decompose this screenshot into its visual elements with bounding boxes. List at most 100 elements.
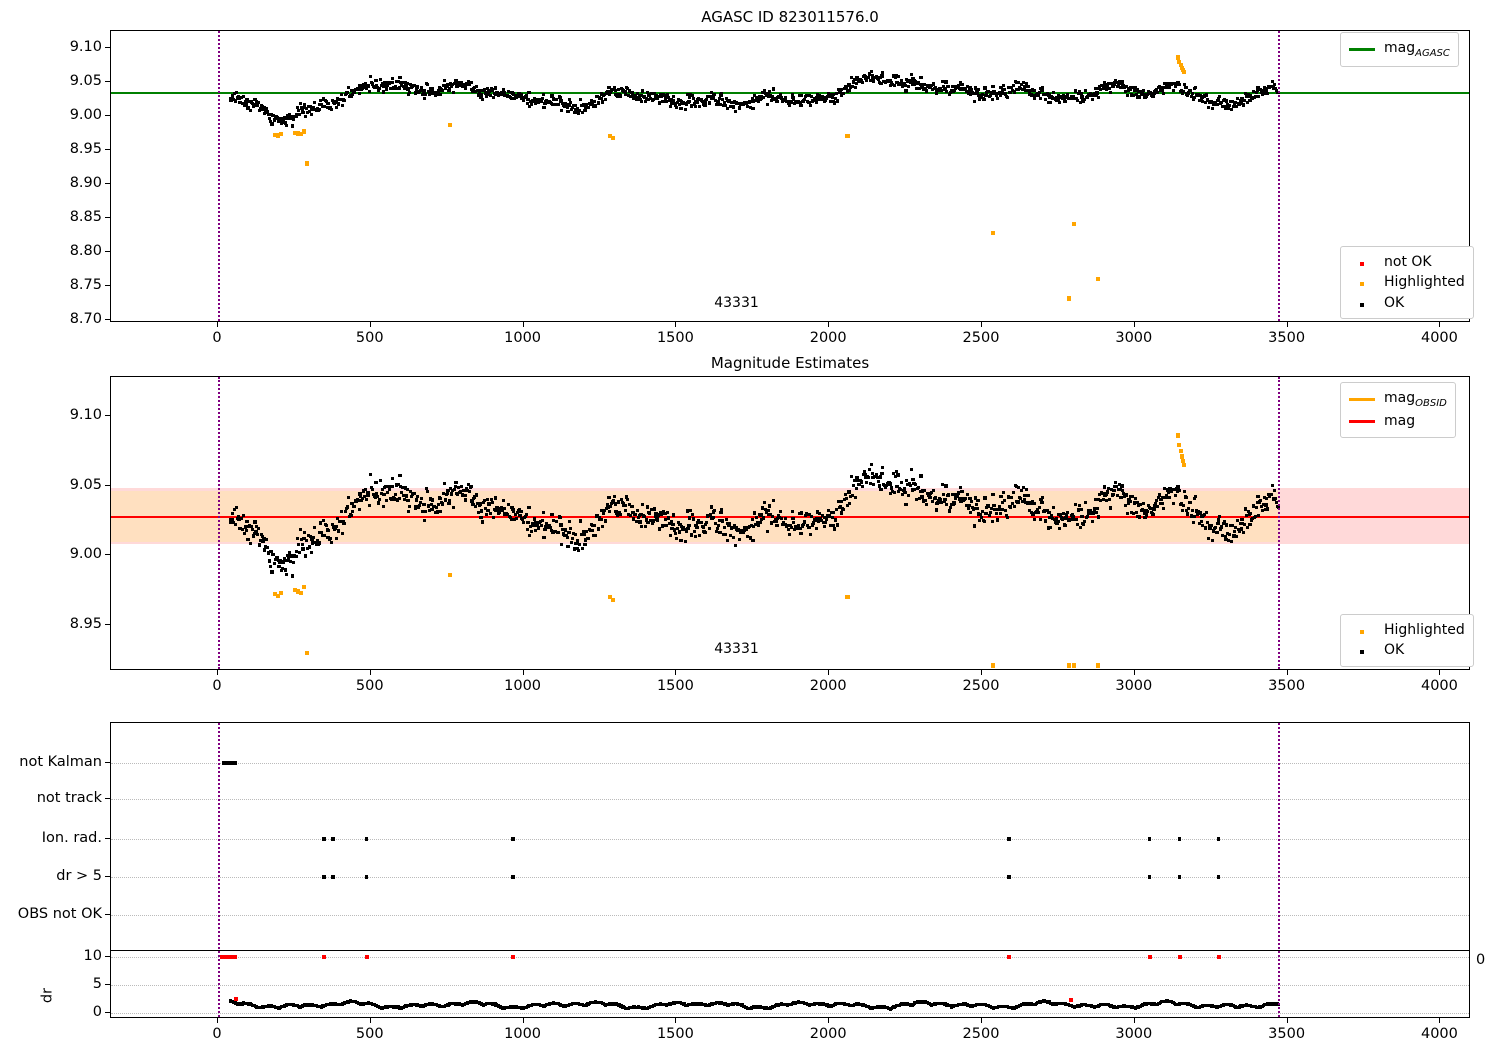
data-point-ok: [268, 565, 272, 569]
data-point-ok: [813, 97, 817, 101]
data-point-ok: [1111, 84, 1115, 88]
data-point-ok: [720, 508, 724, 512]
data-point-ok: [850, 75, 854, 79]
data-point-ok: [708, 94, 712, 98]
data-point-ok: [609, 504, 613, 508]
data-point-ok: [1175, 489, 1179, 493]
data-point-ok: [852, 478, 856, 483]
data-point-ok: [1022, 498, 1026, 502]
data-point-ok: [580, 111, 584, 115]
data-point-ok: [949, 89, 953, 93]
data-point-ok: [417, 504, 422, 508]
data-point-ok: [658, 527, 662, 531]
data-point-ok: [433, 505, 437, 509]
data-point-ok: [682, 527, 687, 531]
data-point-ok: [301, 111, 305, 115]
data-point-ok: [254, 102, 258, 106]
data-point-ok: [688, 96, 692, 100]
data-point-ok: [1238, 98, 1242, 102]
data-point-ok: [333, 526, 337, 530]
data-point-ok: [1228, 99, 1233, 103]
data-point-ok: [849, 85, 853, 89]
x-tick-label: 4000: [1420, 330, 1458, 346]
data-point-ok: [575, 110, 579, 115]
data-point-ok: [913, 82, 917, 86]
data-point-ok: [867, 72, 872, 76]
data-point-ok: [385, 87, 389, 91]
data-point-ok: [1189, 514, 1193, 518]
data-point-ok: [1136, 515, 1140, 519]
data-point-ok: [1205, 521, 1209, 525]
data-point-ok: [423, 97, 427, 101]
data-point-ok: [995, 97, 1000, 101]
x-tick-label: 1500: [656, 330, 694, 346]
data-point-ok: [428, 497, 432, 501]
data-point-ok: [917, 86, 921, 90]
data-point-ok: [853, 496, 857, 500]
data-point-ok: [800, 93, 804, 97]
data-point-ok: [814, 526, 818, 530]
data-point-ok: [1274, 86, 1278, 90]
data-point-ok: [1247, 94, 1251, 98]
data-point-ok: [608, 509, 612, 514]
data-point-ok: [418, 88, 423, 92]
data-point-ok: [958, 81, 962, 85]
legend-label: not OK: [1384, 254, 1432, 270]
data-point-ok: [850, 493, 855, 497]
data-point-ok: [1009, 505, 1013, 509]
data-point-ok: [783, 522, 787, 527]
data-point-ok: [493, 496, 497, 500]
data-point-ok: [1011, 490, 1016, 495]
data-point-ok: [329, 108, 334, 112]
data-point-ok: [649, 518, 653, 522]
data-point-ok: [419, 496, 423, 500]
data-point-ok: [805, 523, 809, 527]
data-point-ok: [296, 106, 300, 110]
data-point-ok: [399, 80, 403, 84]
data-point-ok: [1199, 97, 1203, 101]
data-point-ok: [889, 491, 893, 496]
data-point-ok: [496, 91, 500, 95]
data-point-ok: [724, 96, 728, 100]
data-point-ok: [760, 518, 764, 522]
data-point-ok: [847, 83, 851, 87]
data-point-ok: [955, 494, 960, 498]
data-point-ok: [797, 512, 801, 516]
data-point-ok: [1027, 493, 1031, 498]
data-point-ok: [679, 538, 683, 543]
data-point-ok: [728, 521, 732, 525]
data-point-ok: [244, 529, 248, 533]
data-point-ok: [578, 519, 583, 523]
data-point-ok: [484, 513, 488, 517]
data-point-highlighted: [990, 231, 995, 236]
data-point-ok: [1043, 92, 1047, 96]
legend-label: magOBSID: [1384, 390, 1447, 409]
data-point-ok: [1152, 507, 1156, 511]
data-point-ok: [384, 484, 388, 488]
data-point-ok: [596, 101, 600, 105]
data-point-ok: [474, 84, 479, 89]
data-point-ok: [1275, 501, 1279, 505]
data-point-ok: [914, 497, 919, 501]
data-point-ok: [948, 506, 952, 510]
data-point-ok: [711, 95, 715, 100]
data-point-ok: [1206, 537, 1210, 541]
data-point-ok: [862, 470, 866, 474]
data-point-ok: [870, 74, 874, 78]
data-point-ok: [1143, 95, 1147, 99]
data-point-ok: [1131, 494, 1135, 499]
data-point-ok: [325, 101, 329, 106]
data-point-ok: [536, 523, 540, 528]
data-point-ok: [964, 89, 968, 94]
data-point-ok: [754, 99, 758, 103]
data-point-ok: [977, 94, 981, 98]
data-point-ok: [1174, 486, 1178, 491]
data-point-ok: [1017, 81, 1021, 85]
data-point-ok: [1105, 87, 1109, 91]
data-point-ok: [256, 104, 260, 108]
data-point-ok: [645, 505, 649, 509]
data-point-ok: [624, 92, 628, 96]
data-point-ok: [910, 488, 914, 492]
data-point-ok: [998, 93, 1002, 98]
